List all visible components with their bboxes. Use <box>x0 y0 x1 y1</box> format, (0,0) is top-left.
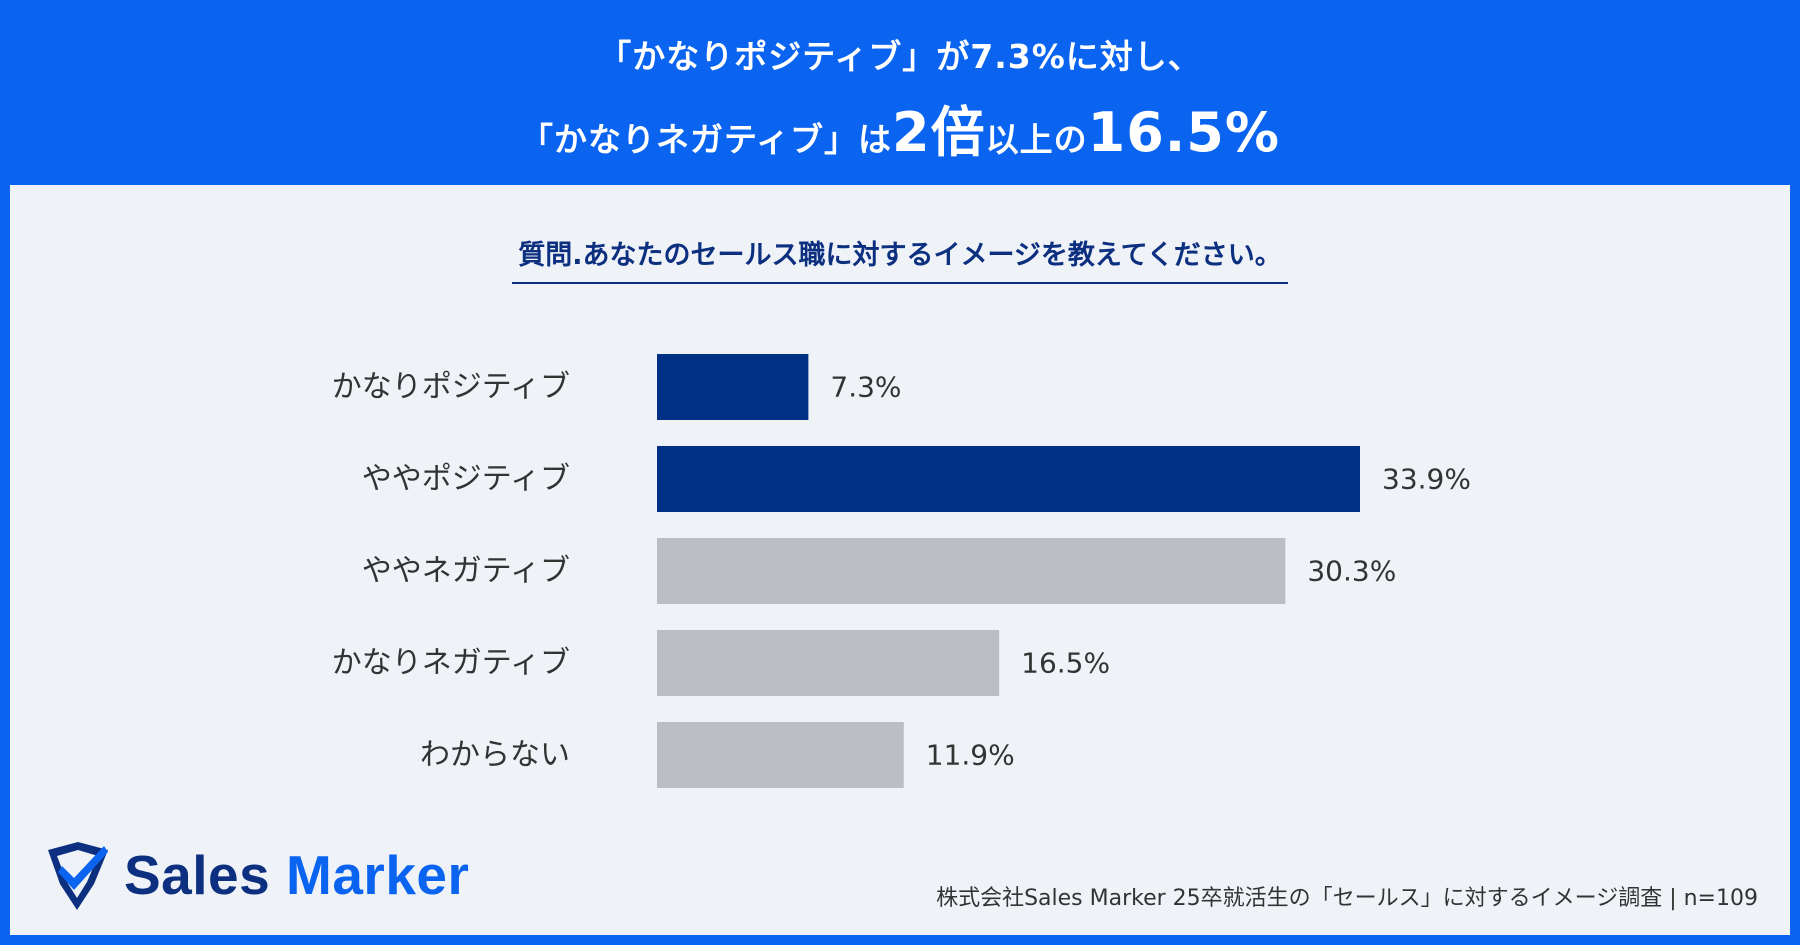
chart-panel: 質問.あなたのセールス職に対するイメージを教えてください。 かなりポジティブ 7.… <box>10 185 1790 935</box>
category-label: ややポジティブ <box>362 462 570 497</box>
bar <box>657 630 1000 696</box>
bar <box>657 722 904 788</box>
headline-line-2: 「かなりネガティブ」は2倍以上の16.5% <box>0 88 1800 167</box>
value-label: 16.5% <box>1021 647 1110 680</box>
location-pin-check-icon <box>48 842 108 910</box>
category-label: かなりポジティブ <box>332 370 570 405</box>
source-note: 株式会社Sales Marker 25卒就活生の「セールス」に対するイメージ調査… <box>936 886 1758 911</box>
headline-line-1: 「かなりポジティブ」が7.3%に対し、 <box>598 37 1202 76</box>
header-banner: 「かなりポジティブ」が7.3%に対し、 「かなりネガティブ」は2倍以上の16.5… <box>0 0 1800 185</box>
question-heading: 質問.あなたのセールス職に対するイメージを教えてください。 <box>10 233 1790 284</box>
value-label: 30.3% <box>1307 555 1396 588</box>
value-label: 11.9% <box>926 739 1015 772</box>
bar-chart: かなりポジティブ 7.3% ややポジティブ 33.9% ややネガティブ 30.3% かなりネ… <box>332 354 1471 788</box>
category-label: ややネガティブ <box>362 554 570 589</box>
category-label: かなりネガティブ <box>332 646 570 681</box>
bar <box>657 446 1360 512</box>
question-text: 質問.あなたのセールス職に対するイメージを教えてください。 <box>512 233 1288 284</box>
value-label: 7.3% <box>830 371 901 404</box>
category-label: わからない <box>420 738 570 773</box>
logo-word-sales: Sales <box>124 844 271 906</box>
logo-wordmark: Sales Marker <box>124 843 469 907</box>
sales-marker-logo: Sales Marker <box>38 835 469 915</box>
headline-line-2-pre: 「かなりネガティブ」は <box>520 120 893 159</box>
logo-word-marker: Marker <box>286 844 470 906</box>
bar <box>657 354 809 420</box>
value-label: 33.9% <box>1382 463 1471 496</box>
headline-emphasis-ratio: 2倍 <box>892 101 986 164</box>
headline-emphasis-percent: 16.5% <box>1087 101 1280 164</box>
bar <box>657 538 1286 604</box>
headline-line-2-mid: 以上の <box>985 120 1088 159</box>
